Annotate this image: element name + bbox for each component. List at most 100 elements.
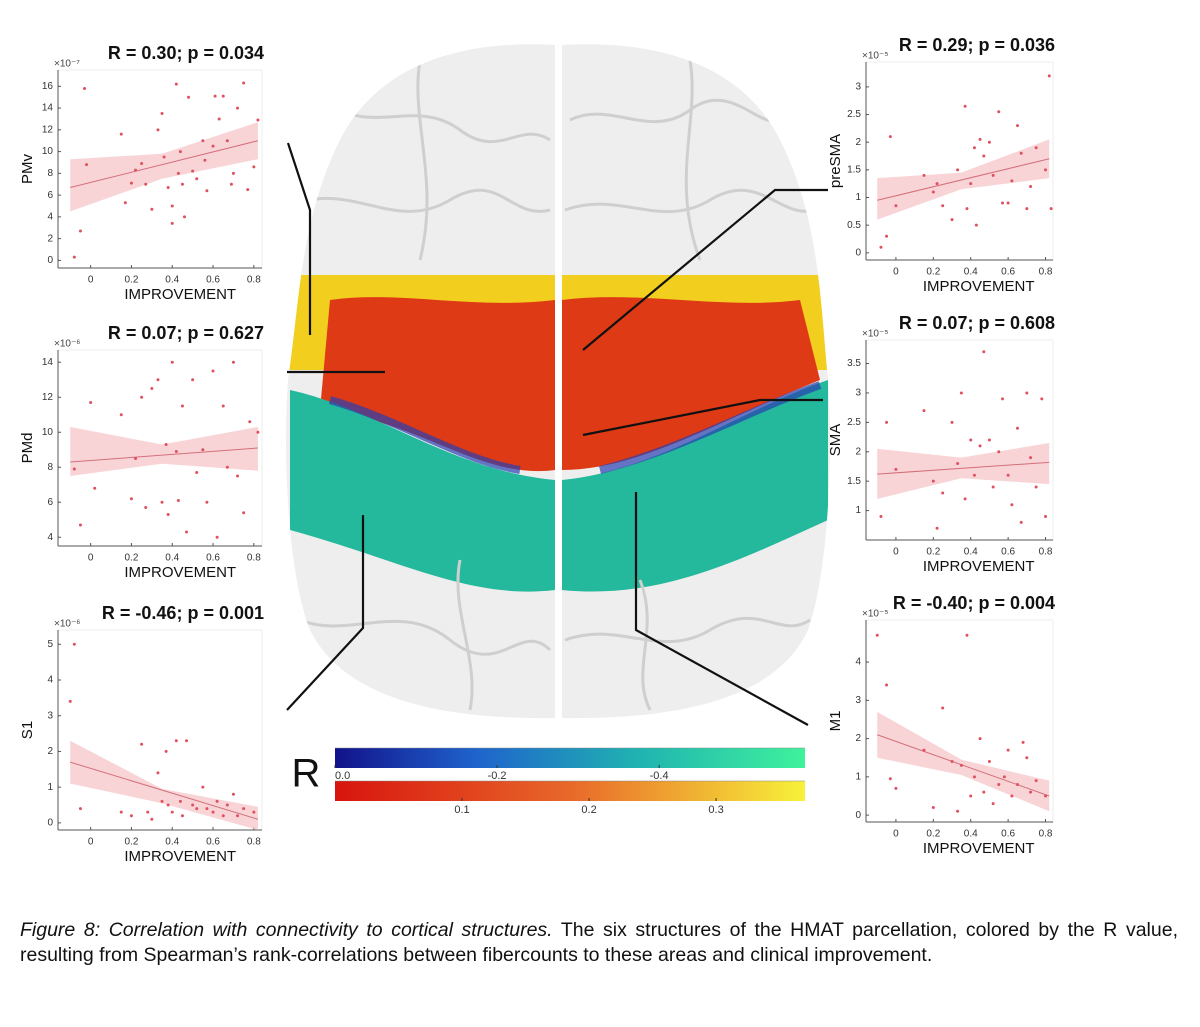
data-point bbox=[941, 491, 945, 495]
y-tick-label: 12 bbox=[42, 124, 54, 135]
data-point bbox=[166, 513, 170, 516]
x-axis-label: IMPROVEMENT bbox=[923, 840, 1035, 857]
data-point bbox=[164, 749, 168, 753]
x-tick-label: 0.2 bbox=[926, 829, 940, 840]
x-tick-label: 0.2 bbox=[926, 547, 940, 558]
x-tick-label: 0.2 bbox=[124, 837, 138, 848]
data-point bbox=[1029, 790, 1033, 794]
caption-text: The six structures of the HMAT parcellat… bbox=[20, 919, 1178, 966]
y-tick-label: 10 bbox=[42, 427, 54, 438]
data-point bbox=[195, 471, 199, 474]
data-point bbox=[256, 118, 260, 122]
fit-line bbox=[70, 761, 259, 820]
scatter-panel: 0 0.2 0.4 0.6 0.8 0 1 2 3 4 5 R = -0.46; p = 0.001 ×… bbox=[19, 603, 264, 865]
y-tick-label: 1.5 bbox=[847, 164, 861, 175]
y-tick-label: 1 bbox=[855, 192, 861, 203]
data-point bbox=[236, 814, 240, 818]
data-point bbox=[129, 814, 133, 818]
data-point bbox=[978, 444, 982, 448]
data-point bbox=[894, 467, 898, 471]
data-point bbox=[156, 771, 160, 775]
data-point bbox=[150, 817, 154, 821]
y-axis-label: S1 bbox=[19, 721, 36, 739]
data-point bbox=[166, 803, 170, 807]
panel-title: R = -0.46; p = 0.001 bbox=[102, 603, 264, 623]
x-tick-label: 0.4 bbox=[964, 267, 978, 278]
data-point bbox=[246, 188, 250, 192]
data-point bbox=[956, 809, 960, 813]
y-tick-label: 3 bbox=[855, 388, 861, 399]
data-point bbox=[119, 132, 123, 136]
y-tick-label: 1 bbox=[855, 771, 861, 782]
y-tick-label: 3.5 bbox=[847, 358, 861, 369]
data-point bbox=[885, 420, 889, 424]
data-point bbox=[959, 391, 963, 395]
x-tick-label: 0.8 bbox=[1039, 829, 1053, 840]
data-point bbox=[1047, 74, 1051, 78]
data-point bbox=[978, 137, 982, 141]
data-point bbox=[140, 395, 144, 399]
data-point bbox=[195, 177, 199, 181]
data-point bbox=[997, 450, 1001, 454]
data-point bbox=[987, 140, 991, 144]
data-point bbox=[885, 683, 889, 687]
data-point bbox=[160, 112, 164, 116]
data-point bbox=[1001, 201, 1005, 205]
data-point bbox=[144, 182, 148, 186]
x-axis-label: IMPROVEMENT bbox=[124, 564, 236, 581]
exponent: ×10⁻⁶ bbox=[54, 339, 80, 350]
data-point bbox=[176, 499, 180, 502]
data-point bbox=[215, 799, 219, 803]
panel-title: R = 0.07; p = 0.627 bbox=[108, 323, 264, 343]
data-point bbox=[931, 479, 935, 483]
panel-title: R = 0.07; p = 0.608 bbox=[899, 313, 1055, 333]
data-point bbox=[972, 775, 976, 779]
exponent: ×10⁻⁵ bbox=[862, 51, 888, 62]
panel-title: R = 0.29; p = 0.036 bbox=[899, 35, 1055, 55]
data-point bbox=[78, 229, 82, 233]
data-point bbox=[1029, 456, 1033, 460]
x-tick-label: 0.2 bbox=[124, 553, 138, 564]
data-point bbox=[170, 360, 174, 364]
data-point bbox=[997, 110, 1001, 114]
data-point bbox=[134, 457, 138, 460]
colorbar-tick-label: 0.2 bbox=[581, 804, 596, 816]
data-point bbox=[941, 706, 945, 710]
caption: Figure 8: Correlation with connectivity … bbox=[20, 918, 1178, 968]
data-point bbox=[256, 430, 260, 434]
x-tick-label: 0.6 bbox=[1001, 267, 1015, 278]
data-point bbox=[1015, 783, 1019, 787]
x-tick-label: 0.8 bbox=[247, 837, 261, 848]
panel-title: R = -0.40; p = 0.004 bbox=[893, 593, 1055, 613]
y-axis-label: SMA bbox=[827, 424, 844, 457]
data-point bbox=[231, 360, 235, 364]
y-tick-label: 6 bbox=[47, 190, 53, 201]
data-point bbox=[140, 162, 144, 166]
colorbar-negative bbox=[335, 748, 805, 768]
data-point bbox=[1044, 514, 1048, 518]
data-point bbox=[956, 168, 960, 172]
data-point bbox=[225, 139, 229, 143]
data-point bbox=[180, 814, 184, 818]
data-point bbox=[894, 204, 898, 208]
data-point bbox=[170, 204, 174, 208]
data-point bbox=[982, 154, 986, 158]
data-point bbox=[931, 805, 935, 809]
data-point bbox=[922, 409, 926, 413]
data-point bbox=[969, 438, 973, 442]
data-point bbox=[160, 500, 164, 504]
y-tick-label: 2 bbox=[47, 233, 53, 244]
scatter-panel: 0 0.2 0.4 0.6 0.8 0 0.5 1 1.5 2 2.5 3 R = 0.29; p = … bbox=[827, 35, 1055, 295]
x-tick-label: 0 bbox=[893, 267, 899, 278]
colorbar-tick-label: 0.0 bbox=[335, 770, 350, 782]
data-point bbox=[1002, 775, 1006, 779]
data-point bbox=[150, 387, 154, 390]
data-point bbox=[156, 128, 160, 132]
x-tick-label: 0.4 bbox=[165, 553, 179, 564]
data-point bbox=[978, 737, 982, 741]
data-point bbox=[187, 95, 191, 99]
x-tick-label: 0.8 bbox=[1039, 267, 1053, 278]
data-point bbox=[965, 633, 969, 637]
data-point bbox=[174, 450, 178, 453]
